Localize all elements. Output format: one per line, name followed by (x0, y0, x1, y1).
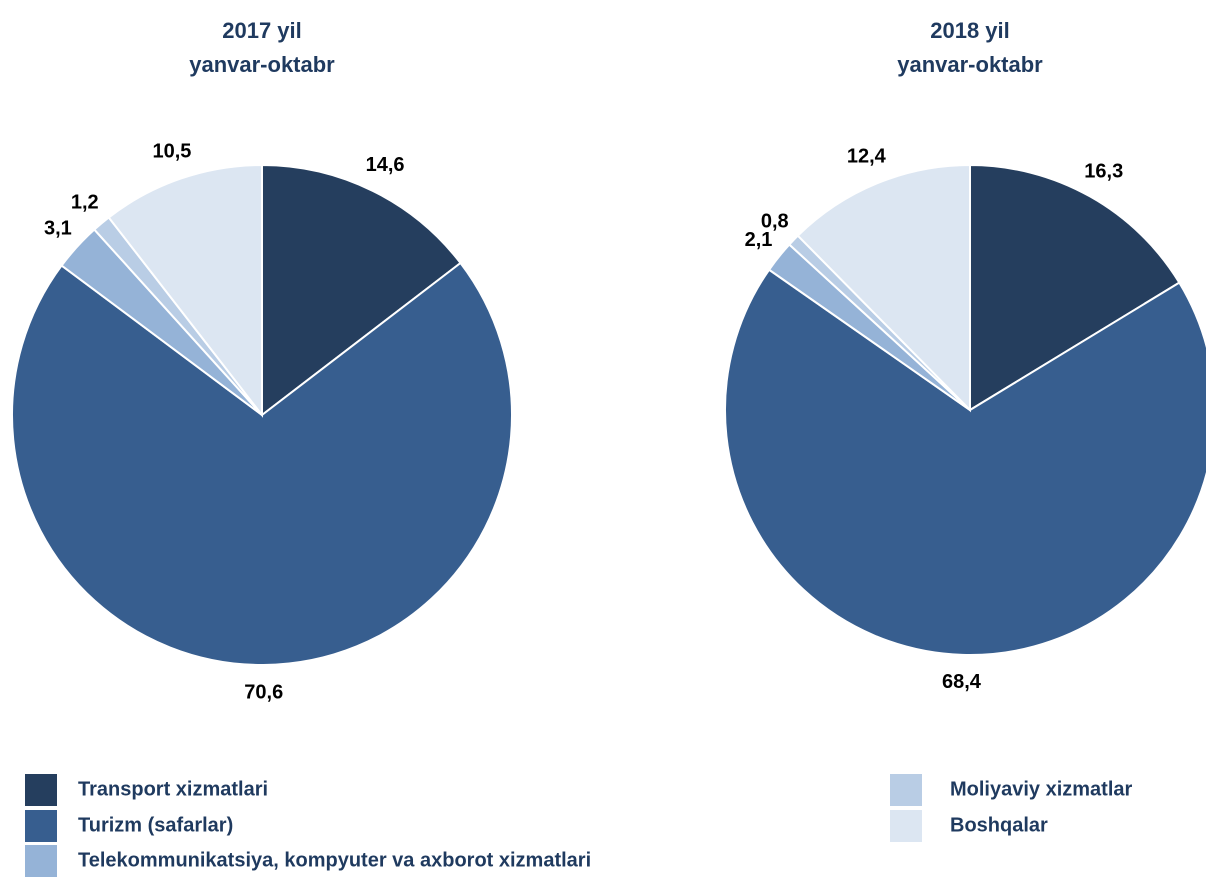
chart-title: 2018 yil (930, 18, 1010, 43)
data-label: 0,8 (761, 210, 789, 232)
legend-label: Turizm (safarlar) (78, 814, 233, 836)
pie-slice (261, 163, 462, 418)
legend-swatch (25, 810, 57, 842)
data-label: 70,6 (244, 681, 283, 703)
legend-swatch (890, 810, 922, 842)
legend-label: Moliyaviy xizmatlar (950, 778, 1133, 800)
data-label: 2,1 (745, 229, 773, 251)
chart-subtitle: yanvar-oktabr (897, 52, 1043, 77)
legend-swatch (890, 774, 922, 806)
pie-slice (969, 163, 1181, 412)
legend-label: Transport xizmatlari (78, 778, 268, 800)
pie-slice (107, 163, 263, 418)
legend-label: Telekommunikatsiya, kompyuter va axborot… (78, 849, 591, 871)
legend-swatch (25, 774, 57, 806)
data-label: 3,1 (44, 218, 72, 240)
pie-slice (724, 268, 1206, 656)
legend-label: Boshqalar (950, 814, 1048, 836)
legend-swatch (25, 845, 57, 877)
data-label: 10,5 (152, 140, 191, 162)
data-label: 16,3 (1084, 160, 1123, 182)
data-label: 12,4 (847, 146, 887, 168)
data-label: 1,2 (71, 192, 99, 214)
pie-slice (796, 163, 971, 413)
data-label: 68,4 (942, 671, 982, 693)
chart-title: 2017 yil (222, 18, 302, 43)
chart-subtitle: yanvar-oktabr (189, 52, 335, 77)
data-label: 14,6 (366, 154, 405, 176)
pie-slice (11, 261, 513, 666)
